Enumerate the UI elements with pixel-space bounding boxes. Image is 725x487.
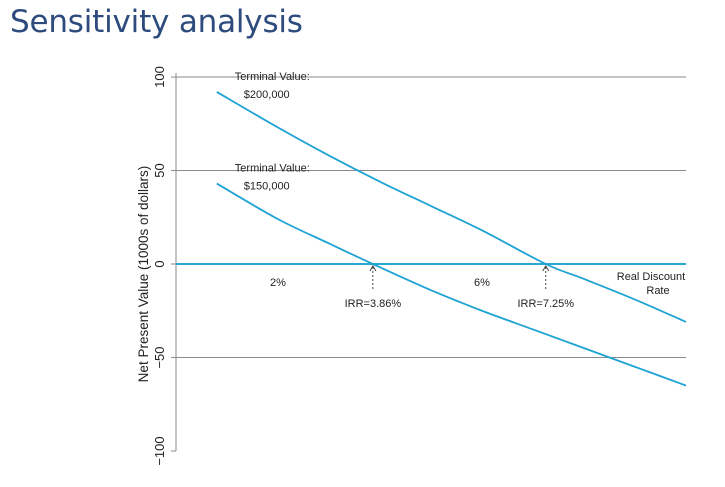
series-line-1 <box>216 91 687 323</box>
irr-label-2: IRR=7.25% <box>517 298 574 310</box>
x-axis-title: Real Discount Rate <box>617 271 685 297</box>
label-layer: 100 50 0 −50 −100 2% 6% Net Present Value (1000… <box>136 66 685 466</box>
irr-label-1: IRR=3.86% <box>345 298 402 310</box>
annotation-layer: IRR=3.86% IRR=7.25% <box>345 265 574 310</box>
x-axis-title-line2: Rate <box>646 285 669 297</box>
y-tick-label: 100 <box>152 66 167 88</box>
irr-arrow-icon <box>542 265 550 272</box>
series-label-2-line2: $150,000 <box>244 181 290 193</box>
y-tick-label: 50 <box>152 163 167 177</box>
y-tick-label: −100 <box>152 436 167 465</box>
series-layer <box>216 91 687 387</box>
x-axis-title-line1: Real Discount <box>617 271 685 283</box>
y-tick-label: −50 <box>152 346 167 368</box>
x-tick-label: 2% <box>270 277 286 289</box>
page-title: Sensitivity analysis <box>10 4 303 40</box>
y-tick-label: 0 <box>152 260 167 267</box>
series-label-2-line1: Terminal Value: <box>235 163 310 175</box>
series-line-2 <box>216 182 687 387</box>
grid-layer <box>171 73 686 452</box>
series-label-1-line1: Terminal Value: <box>235 71 310 83</box>
x-tick-label: 6% <box>474 277 490 289</box>
irr-arrow-icon <box>369 265 377 272</box>
y-axis-title: Net Present Value (1000s of dollars) <box>136 166 151 383</box>
series-label-1-line2: $200,000 <box>244 89 290 101</box>
